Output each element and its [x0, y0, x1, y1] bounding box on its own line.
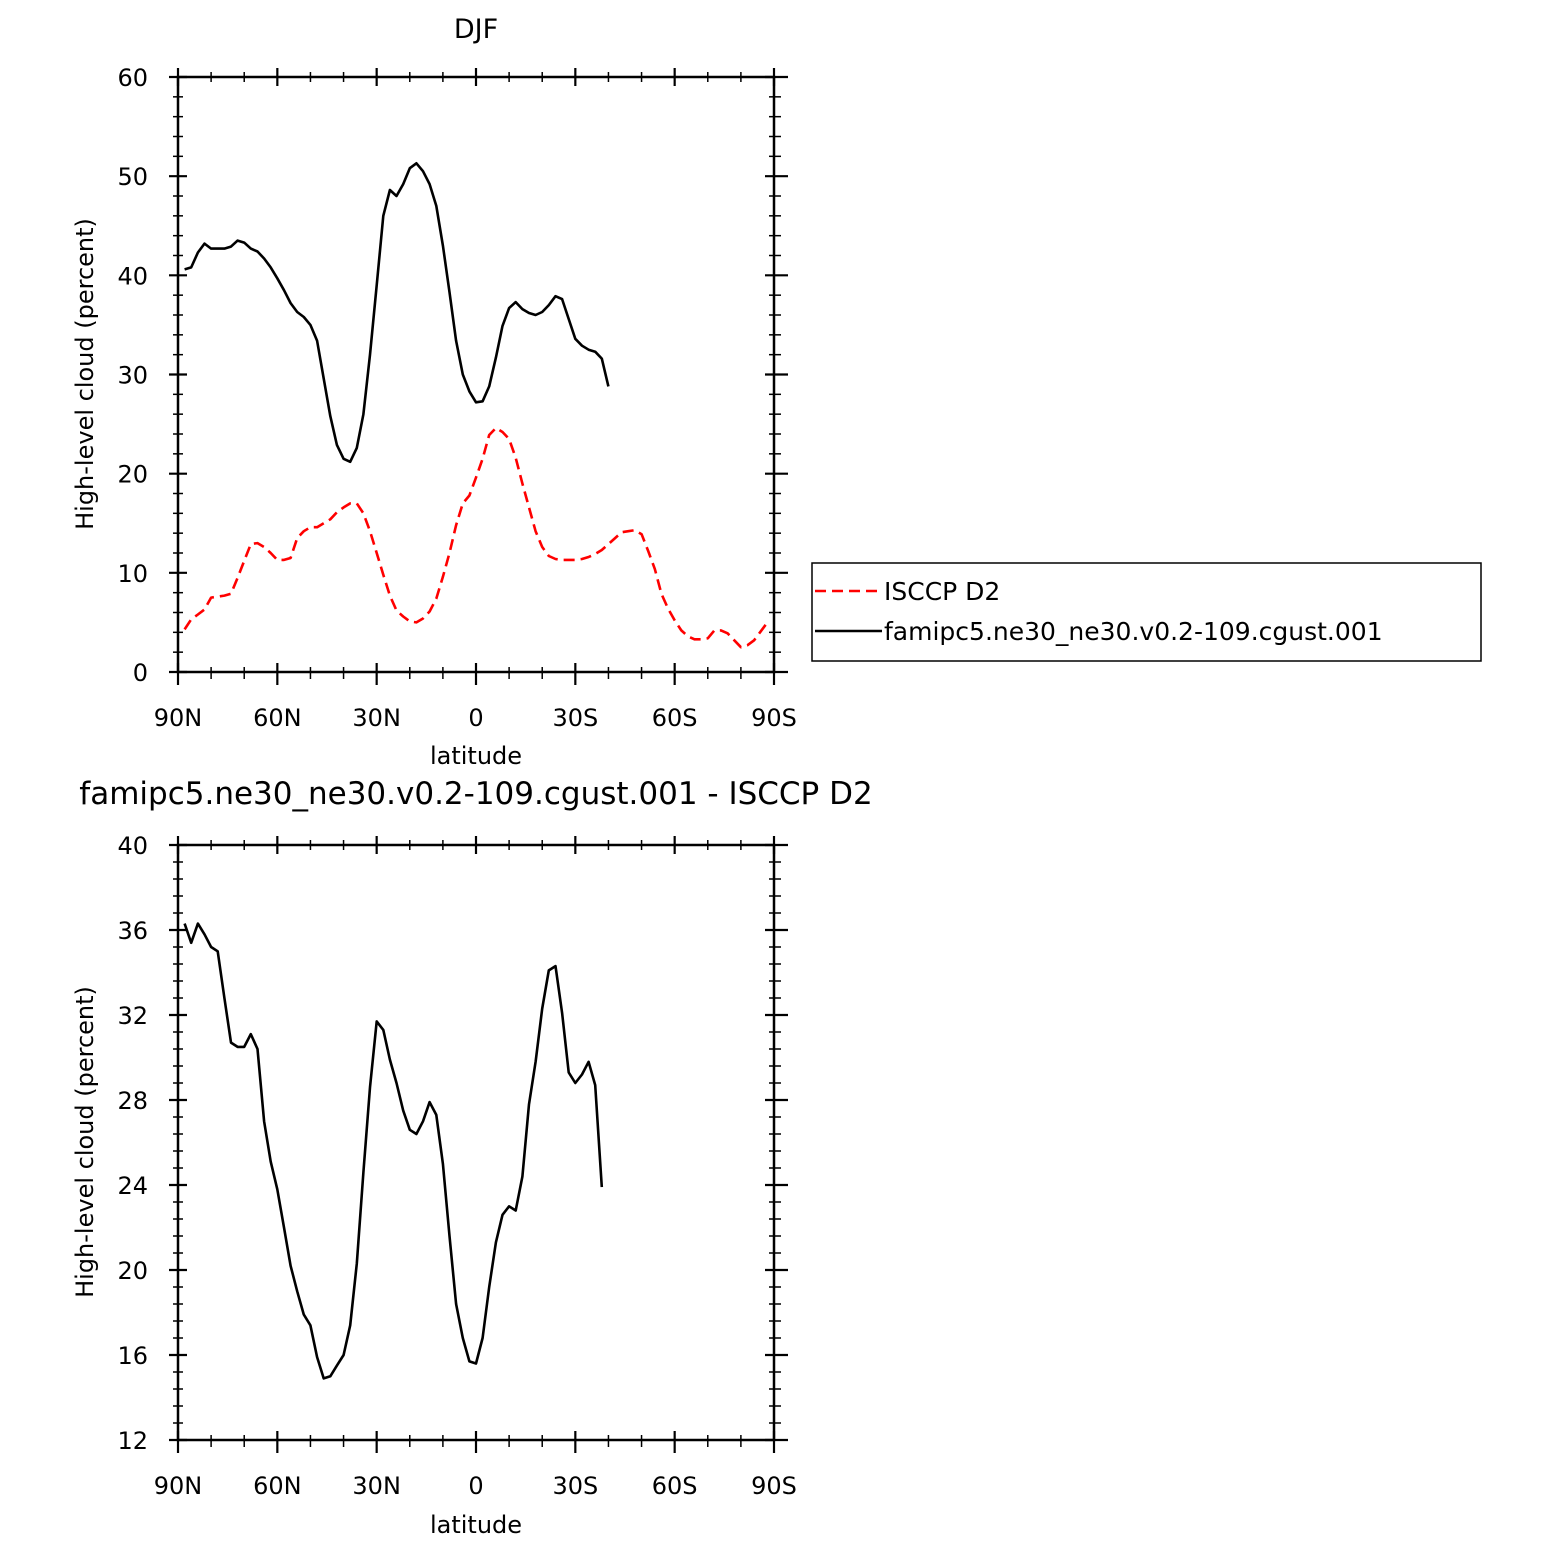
y-tick-label: 10 [117, 560, 148, 588]
plot-frame [176, 843, 776, 1442]
x-tick-label: 90N [154, 704, 203, 732]
y-tick-label: 50 [117, 163, 148, 191]
tick-label-group: 0 10 20 30 40 50 60 90N 60N 30N 0 30S 60S 90S [117, 64, 796, 732]
series-group [183, 922, 604, 1380]
y-tick-label: 0 [133, 659, 148, 687]
series-line [183, 922, 604, 1380]
legend: ISCCP D2 famipc5.ne30_ne30.v0.2-109.cgus… [811, 562, 1482, 662]
chart-title: famipc5.ne30_ne30.v0.2-109.cgust.001 - I… [79, 776, 872, 812]
x-tick-label: 0 [468, 704, 483, 732]
x-tick-label: 60S [652, 704, 698, 732]
x-tick-label: 60N [253, 1472, 302, 1500]
x-tick-label: 60S [652, 1472, 698, 1500]
y-tick-label: 40 [117, 262, 148, 290]
x-tick-label: 90S [751, 704, 797, 732]
difference-panel: famipc5.ne30_ne30.v0.2-109.cgust.001 - I… [71, 776, 873, 1539]
y-tick-label: 20 [117, 1257, 148, 1285]
y-tick-label: 24 [117, 1172, 148, 1200]
y-tick-label: 28 [117, 1087, 148, 1115]
y-tick-label: 32 [117, 1002, 148, 1030]
axis-ticks [169, 836, 788, 1453]
legend-label-model: famipc5.ne30_ne30.v0.2-109.cgust.001 [884, 617, 1383, 646]
tick-label-group: 12 16 20 24 28 32 36 40 90N 60N 30N 0 30S 60S 90S [117, 832, 796, 1500]
y-tick-label: 16 [117, 1342, 148, 1370]
legend-box [811, 562, 1482, 662]
x-axis-label: latitude [430, 1511, 522, 1539]
y-tick-label: 60 [117, 64, 148, 92]
y-tick-label: 40 [117, 832, 148, 860]
axis-ticks [169, 68, 788, 685]
series-line [184, 162, 610, 464]
x-tick-label: 30S [552, 704, 598, 732]
x-tick-label: 0 [468, 1472, 483, 1500]
y-tick-label: 30 [117, 362, 148, 390]
plot-frame [176, 75, 776, 674]
chart-title: DJF [454, 14, 498, 45]
legend-label-isccp: ISCCP D2 [884, 577, 1000, 606]
series-group [183, 162, 769, 649]
y-tick-label: 12 [117, 1427, 148, 1455]
climatology-panel: DJF 0 10 20 30 40 50 60 90N 60N 30N 0 30S 60S 90S lat… [71, 14, 1482, 770]
x-tick-label: 30S [552, 1472, 598, 1500]
x-tick-label: 30N [352, 704, 401, 732]
y-axis-label: High-level cloud (percent) [71, 986, 99, 1298]
y-tick-label: 36 [117, 917, 148, 945]
x-tick-label: 60N [253, 704, 302, 732]
y-tick-label: 20 [117, 461, 148, 489]
x-tick-label: 90N [154, 1472, 203, 1500]
x-tick-label: 90S [751, 1472, 797, 1500]
x-axis-label: latitude [430, 742, 522, 770]
x-tick-label: 30N [352, 1472, 401, 1500]
y-axis-label: High-level cloud (percent) [71, 218, 99, 530]
series-line [183, 426, 769, 649]
